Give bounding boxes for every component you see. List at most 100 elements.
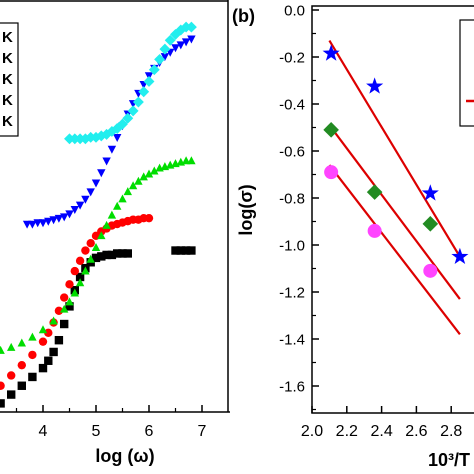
panel-b-y-tick-label: -0.6 — [279, 144, 305, 161]
panel-a-point — [91, 242, 101, 251]
panel-a-point — [7, 342, 16, 351]
panel-b-point — [421, 184, 439, 201]
panel-a-point — [81, 246, 90, 255]
panel-a-series-4 — [64, 21, 197, 145]
panel-b-series-1 — [323, 122, 439, 232]
panel-b-point — [322, 44, 340, 61]
panel-a-legend — [0, 22, 19, 137]
panel-b-fit-lines — [328, 39, 461, 335]
panel-a-point — [75, 278, 85, 287]
panel-a-x-axis-label: log (ω) — [95, 446, 154, 466]
panel-a-point — [75, 256, 85, 266]
panel-a-point — [187, 246, 196, 255]
panel-a-point — [102, 157, 111, 166]
panel-a-point — [0, 345, 5, 354]
panel-a-point — [86, 238, 95, 248]
panel-a-point — [148, 64, 160, 76]
panel-b-fit-line-1 — [328, 124, 461, 300]
panel-a-point — [28, 372, 37, 382]
panel-a-point — [118, 194, 127, 203]
panel-a-x-tick-label: 4 — [39, 423, 48, 440]
panel-a-point — [175, 24, 187, 36]
panel-b-label: (b) — [232, 6, 255, 26]
panel-a-point — [86, 188, 95, 197]
panel-a-point — [17, 338, 26, 347]
panel-a-x-tick-label: 7 — [198, 423, 207, 440]
panel-a-point — [54, 214, 64, 223]
panel-b-point — [422, 216, 439, 232]
panel-b-fit-line-0 — [328, 39, 461, 258]
panel-a-point — [38, 363, 48, 373]
panel-a-ticks: 4 5 6 7 — [15, 405, 207, 440]
panel-b-x-axis-label: 10³/T — [428, 450, 470, 470]
panel-a-point — [65, 302, 74, 311]
panel-a-point — [181, 156, 191, 165]
panel-a-point — [65, 280, 74, 289]
panel-a-point — [187, 156, 196, 165]
panel-a-point — [181, 246, 191, 255]
panel-a-legend-label: K — [2, 92, 13, 109]
panel-a-point — [86, 254, 95, 263]
panel-a-point — [113, 133, 122, 142]
panel-a-point — [49, 347, 58, 357]
panel-a-point — [144, 213, 154, 223]
panel-b-y-tick-label: 0.0 — [284, 3, 305, 20]
panel-a-point — [60, 319, 69, 329]
panel-a-point — [164, 34, 176, 46]
panel-a-point — [17, 381, 26, 390]
panel-b-x-tick-label: 2.8 — [440, 423, 462, 440]
panel-b-y-tick-label: -1.2 — [279, 285, 305, 302]
panel-a-point — [28, 220, 37, 229]
panel-a-point — [65, 210, 74, 219]
panel-b-y-tick-label: -1.6 — [279, 379, 305, 396]
panel-a-x-tick-label: 6 — [145, 423, 154, 440]
panel-a-point — [90, 131, 102, 143]
panel-a-point — [65, 297, 74, 306]
panel-a-point — [91, 179, 101, 188]
panel-a-point — [144, 169, 154, 178]
panel-b-point — [324, 165, 339, 180]
panel-a-legend-label: K — [2, 29, 13, 46]
panel-b-x-tick-label: 2.2 — [336, 423, 358, 440]
panel-a-legend-label: K — [2, 71, 13, 88]
panel-a-point — [7, 371, 16, 380]
panel-a-point — [44, 356, 53, 365]
panel-a-point — [128, 181, 138, 190]
panel-a-point — [102, 220, 111, 229]
panel-a-point — [117, 118, 128, 130]
panel-a-point — [81, 195, 90, 204]
panel-a-point — [107, 145, 117, 154]
panel-a-point — [123, 249, 132, 258]
panel-b-legend — [459, 19, 474, 127]
panel-a-point — [176, 41, 185, 50]
panel-a-point — [171, 246, 180, 255]
panel-a-point — [60, 213, 69, 222]
panel-a-legend-label: K — [2, 50, 13, 67]
panel-a-legend-label: K — [2, 113, 13, 130]
panel-a-point — [113, 201, 122, 210]
panel-a-point — [0, 399, 5, 408]
panel-a-point — [181, 38, 191, 47]
panel-a-point — [171, 44, 180, 53]
panel-a-point — [118, 249, 127, 258]
panel-a-point — [22, 220, 32, 229]
panel-a-point — [60, 304, 69, 313]
panel-b: (b) 2.0 2.2 2.4 2.6 2.8 0.0 -0.2 -0.4 -0.6 -0.8 -1… — [232, 3, 474, 470]
panel-a-point — [143, 76, 155, 87]
panel-a-point — [102, 250, 111, 260]
panel-a-point — [54, 335, 64, 345]
panel-a-point — [160, 53, 170, 62]
panel-a-point — [176, 246, 185, 255]
panel-b-point — [367, 223, 382, 238]
panel-b-x-tick-label: 2.0 — [301, 423, 323, 440]
panel-a-point — [185, 21, 197, 33]
panel-b-y-tick-label: -0.8 — [279, 191, 305, 208]
panel-a-point — [97, 231, 106, 240]
panel-b-point — [451, 247, 469, 265]
panel-a-point — [70, 288, 79, 297]
panel-b-fit-line-2 — [328, 164, 461, 335]
panel-a-point — [134, 176, 143, 185]
